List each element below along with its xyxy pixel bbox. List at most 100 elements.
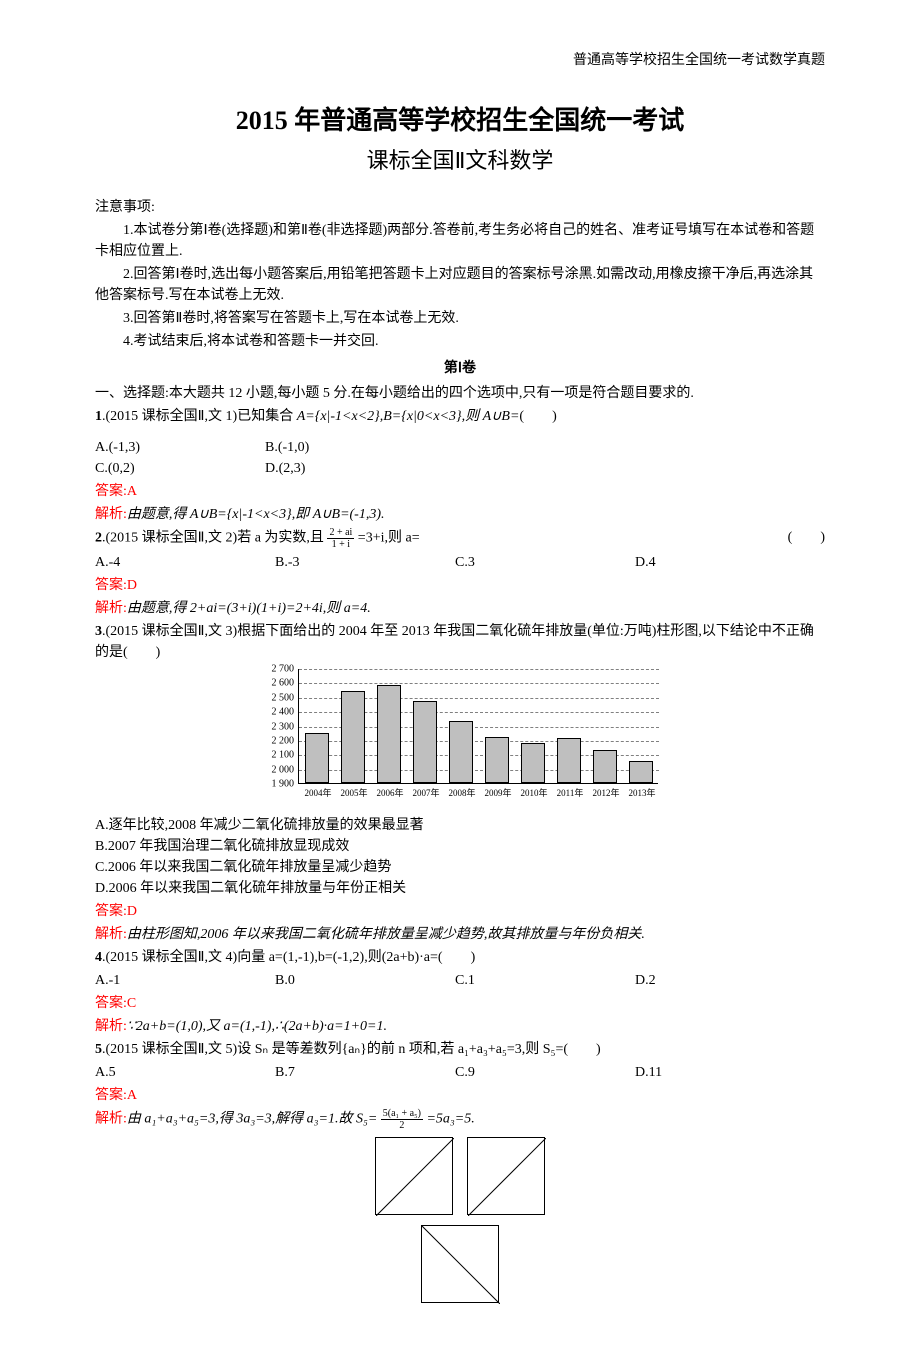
q3-option-c: C.2006 年以来我国二氧化硫年排放量呈减少趋势 — [95, 857, 825, 878]
volume-title: 第Ⅰ卷 — [95, 358, 825, 379]
q5-option-d: D.11 — [635, 1062, 815, 1083]
q2-number: 2 — [95, 531, 102, 546]
chart-x-tick-label: 2009年 — [479, 787, 517, 801]
q5-source: (2015 课标全国Ⅱ,文 5) — [106, 1042, 238, 1057]
q1-stem-prefix: 已知集合 — [237, 409, 297, 424]
q2-paren: ( ) — [788, 527, 825, 548]
main-title: 2015 年普通高等学校招生全国统一考试 — [95, 101, 825, 140]
q5-stem: 设 Sₙ 是等差数列{aₙ}的前 n 项和,若 a₁+a₃+a₅=3,则 S₅= — [237, 1042, 563, 1057]
q2-answer: 答案:D — [95, 575, 825, 596]
q3-source: (2015 课标全国Ⅱ,文 3) — [106, 624, 238, 639]
q1-paren: ( ) — [519, 409, 556, 424]
q1-analysis-body: 由题意,得 A∪B={x|-1<x<3},即 A∪B=(-1,3). — [127, 507, 385, 522]
q4-number: 4 — [95, 950, 102, 965]
q3-option-d: D.2006 年以来我国二氧化硫年排放量与年份正相关 — [95, 878, 825, 899]
q1-stem-math: A={x|-1<x<2},B={x|0<x<3},则 A∪B= — [297, 409, 520, 424]
question-2: 2.(2015 课标全国Ⅱ,文 2)若 a 为实数,且 2 + ai1 + i … — [95, 527, 825, 550]
q5-options: A.5 B.7 C.9 D.11 — [95, 1062, 825, 1083]
q4-stem: 向量 a=(1,-1),b=(-1,2),则(2a+b)·a=( ) — [237, 950, 475, 965]
geometric-shapes — [95, 1137, 825, 1313]
q4-answer: 答案:C — [95, 993, 825, 1014]
q5-paren: ( ) — [563, 1042, 600, 1057]
instruction-2: 2.回答第Ⅰ卷时,选出每小题答案后,用铅笔把答题卡上对应题目的答案标号涂黑.如需… — [95, 264, 825, 306]
q3-analysis: 解析:由柱形图知,2006 年以来我国二氧化硫年排放量呈减少趋势,故其排放量与年… — [95, 924, 825, 945]
chart-grid-line — [299, 669, 659, 670]
shape-box-3 — [421, 1225, 499, 1303]
shape-box-1 — [375, 1137, 453, 1215]
q5-frac-den: 2 — [381, 1120, 423, 1131]
chart-y-tick-label: 2 500 — [272, 690, 295, 705]
q3-analysis-label: 解析: — [95, 927, 127, 942]
q4-analysis-label: 解析: — [95, 1019, 127, 1034]
sub-title: 课标全国Ⅱ文科数学 — [95, 144, 825, 177]
chart-y-tick-label: 2 400 — [272, 705, 295, 720]
q2-option-c: C.3 — [455, 552, 635, 573]
instruction-4: 4.考试结束后,将本试卷和答题卡一并交回. — [95, 331, 825, 352]
chart-x-tick-label: 2006年 — [371, 787, 409, 801]
chart-x-tick-label: 2004年 — [299, 787, 337, 801]
q5-option-b: B.7 — [275, 1062, 455, 1083]
q3-number: 3 — [95, 624, 102, 639]
q2-stem-prefix: 若 a 为实数,且 — [237, 531, 324, 546]
question-5: 5.(2015 课标全国Ⅱ,文 5)设 Sₙ 是等差数列{aₙ}的前 n 项和,… — [95, 1039, 825, 1060]
q1-analysis-label: 解析: — [95, 507, 127, 522]
chart-bar — [593, 750, 617, 783]
q4-source: (2015 课标全国Ⅱ,文 4) — [106, 950, 238, 965]
chart-bar — [521, 743, 545, 783]
q2-stem-suffix: =3+i,则 a= — [358, 531, 420, 546]
chart-x-tick-label: 2012年 — [587, 787, 625, 801]
question-1: 1.(2015 课标全国Ⅱ,文 1)已知集合 A={x|-1<x<2},B={x… — [95, 406, 825, 427]
q2-frac-num: 2 + ai — [327, 527, 354, 539]
q4-option-b: B.0 — [275, 970, 455, 991]
q2-options: A.-4 B.-3 C.3 D.4 — [95, 552, 825, 573]
q2-source: (2015 课标全国Ⅱ,文 2) — [106, 531, 238, 546]
q5-analysis-label: 解析: — [95, 1112, 127, 1127]
q1-option-c: C.(0,2) — [95, 458, 265, 479]
q2-fraction: 2 + ai1 + i — [327, 527, 354, 550]
chart-y-tick-label: 1 900 — [272, 777, 295, 792]
q3-analysis-body: 由柱形图知,2006 年以来我国二氧化硫年排放量呈减少趋势,故其排放量与年份负相… — [127, 927, 645, 942]
q3-option-a: A.逐年比较,2008 年减少二氧化硫排放量的效果最显著 — [95, 815, 825, 836]
q4-option-d: D.2 — [635, 970, 815, 991]
chart-x-tick-label: 2007年 — [407, 787, 445, 801]
q4-option-a: A.-1 — [95, 970, 275, 991]
q5-analysis-prefix: 由 a₁+a₃+a₅=3,得 3a₃=3,解得 a₃=1.故 S₅= — [127, 1112, 377, 1127]
chart-plot-area: 2004年2005年2006年2007年2008年2009年2010年2011年… — [298, 669, 658, 784]
q1-option-b: B.(-1,0) — [265, 437, 435, 458]
q5-option-a: A.5 — [95, 1062, 275, 1083]
q2-analysis-body: 由题意,得 2+ai=(3+i)(1+i)=2+4i,则 a=4. — [127, 601, 371, 616]
chart-x-tick-label: 2005年 — [335, 787, 373, 801]
chart-y-tick-label: 2 700 — [272, 662, 295, 677]
question-4: 4.(2015 课标全国Ⅱ,文 4)向量 a=(1,-1),b=(-1,2),则… — [95, 947, 825, 968]
chart-x-tick-label: 2010年 — [515, 787, 553, 801]
q1-answer: 答案:A — [95, 481, 825, 502]
q1-source: (2015 课标全国Ⅱ,文 1) — [106, 409, 238, 424]
q5-fraction: 5(a₁ + a₅)2 — [381, 1108, 423, 1131]
q3-option-b: B.2007 年我国治理二氧化硫排放显现成效 — [95, 836, 825, 857]
q4-options: A.-1 B.0 C.1 D.2 — [95, 970, 825, 991]
q1-option-d: D.(2,3) — [265, 458, 435, 479]
q3-answer: 答案:D — [95, 901, 825, 922]
q2-analysis: 解析:由题意,得 2+ai=(3+i)(1+i)=2+4i,则 a=4. — [95, 598, 825, 619]
chart-x-tick-label: 2011年 — [551, 787, 589, 801]
q2-analysis-label: 解析: — [95, 601, 127, 616]
q2-frac-den: 1 + i — [327, 539, 354, 550]
chart-bar — [449, 721, 473, 783]
chart-x-tick-label: 2008年 — [443, 787, 481, 801]
q4-option-c: C.1 — [455, 970, 635, 991]
chart-bar — [413, 701, 437, 783]
q2-option-a: A.-4 — [95, 552, 275, 573]
chart-bar — [341, 691, 365, 783]
question-3: 3.(2015 课标全国Ⅱ,文 3)根据下面给出的 2004 年至 2013 年… — [95, 621, 825, 663]
chart-bar — [377, 685, 401, 783]
chart-x-tick-label: 2013年 — [623, 787, 661, 801]
chart-y-tick-label: 2 000 — [272, 762, 295, 777]
chart-grid-line — [299, 683, 659, 684]
q2-option-d: D.4 — [635, 552, 815, 573]
q4-analysis-body: ∵2a+b=(1,0),又 a=(1,-1),∴(2a+b)·a=1+0=1. — [127, 1019, 387, 1034]
q5-frac-num: 5(a₁ + a₅) — [381, 1108, 423, 1120]
instruction-3: 3.回答第Ⅱ卷时,将答案写在答题卡上,写在本试卷上无效. — [95, 308, 825, 329]
chart-y-tick-label: 2 100 — [272, 748, 295, 763]
shape-box-2 — [467, 1137, 545, 1215]
q5-number: 5 — [95, 1042, 102, 1057]
